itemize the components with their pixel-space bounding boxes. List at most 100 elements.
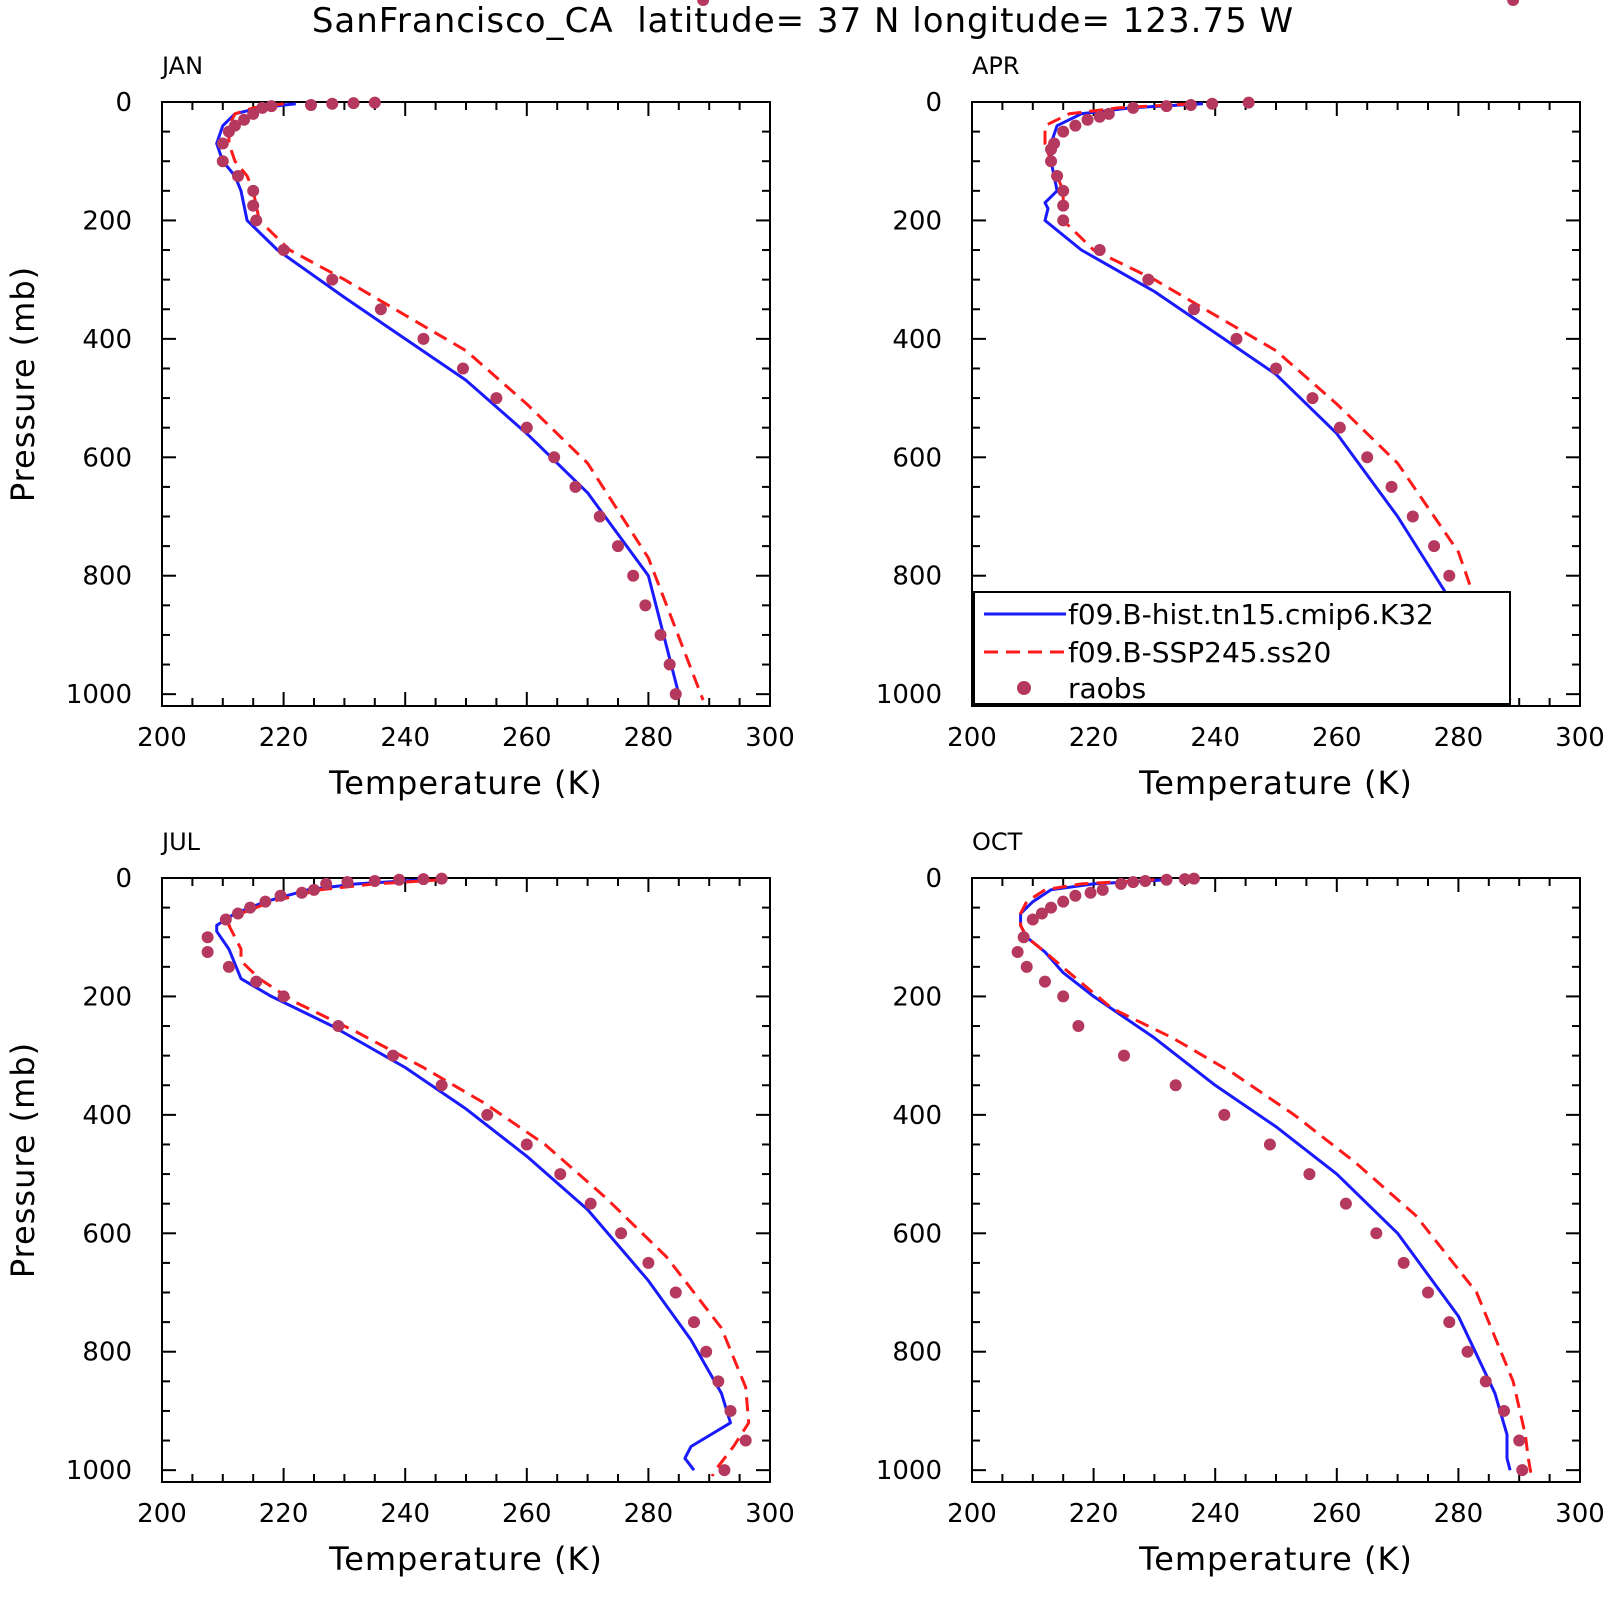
ssp245-series-line <box>227 102 705 701</box>
y-tick-label: 200 <box>892 206 942 236</box>
raobs-point <box>1051 170 1064 183</box>
raobs-point <box>435 872 448 885</box>
panel-title: JAN <box>160 52 203 80</box>
x-axis-label: Temperature (K) <box>1138 1540 1413 1578</box>
x-tick-label: 260 <box>1312 723 1362 753</box>
raobs-point <box>1513 1434 1526 1447</box>
raobs-point <box>584 1197 597 1210</box>
raobs-point <box>247 199 260 212</box>
legend-swatch-raobs <box>1017 681 1031 695</box>
raobs-point <box>256 101 269 114</box>
raobs-point <box>456 362 469 375</box>
x-tick-label: 220 <box>1069 723 1119 753</box>
raobs-point <box>1057 895 1070 908</box>
panel-title: JUL <box>160 828 201 856</box>
x-tick-label: 280 <box>1434 723 1484 753</box>
raobs-point <box>1093 244 1106 257</box>
raobs-point <box>250 975 263 988</box>
hist-series-line <box>215 102 681 695</box>
raobs-point <box>1397 1256 1410 1269</box>
y-tick-label: 800 <box>82 1338 132 1368</box>
raobs-point <box>417 332 430 345</box>
x-tick-label: 240 <box>380 723 430 753</box>
raobs-point <box>1160 100 1173 113</box>
raobs-point <box>1057 199 1070 212</box>
plot-frame <box>971 877 1581 1483</box>
raobs-point <box>1169 1079 1182 1092</box>
raobs-point <box>1035 907 1048 920</box>
x-tick-label: 220 <box>259 723 309 753</box>
raobs-point <box>1069 889 1082 902</box>
plot-frame <box>161 877 771 1483</box>
raobs-point <box>520 1138 533 1151</box>
raobs-point <box>697 0 710 6</box>
raobs-point <box>1072 1020 1085 1033</box>
raobs-point <box>326 273 339 286</box>
raobs-point <box>1370 1227 1383 1240</box>
raobs-point <box>688 1316 700 1329</box>
raobs-point <box>1139 874 1152 887</box>
legend-label: f09.B-SSP245.ss20 <box>1068 636 1331 669</box>
raobs-point <box>247 184 260 197</box>
raobs-point <box>481 1108 494 1121</box>
raobs-point <box>490 392 503 405</box>
raobs-point <box>201 946 214 959</box>
raobs-point <box>1242 96 1255 109</box>
raobs-point <box>435 1079 448 1092</box>
raobs-point <box>417 873 430 886</box>
y-tick-label: 200 <box>892 982 942 1012</box>
legend-label: raobs <box>1068 672 1146 705</box>
y-tick-label: 400 <box>82 325 132 355</box>
raobs-point <box>1045 143 1058 156</box>
raobs-point <box>615 1227 628 1240</box>
raobs-point <box>1020 960 1033 973</box>
raobs-point <box>1084 886 1097 899</box>
raobs-point <box>718 1464 731 1477</box>
raobs-point <box>274 889 287 902</box>
raobs-point <box>295 886 308 899</box>
raobs-point <box>548 451 561 464</box>
raobs-point <box>259 895 272 908</box>
raobs-point <box>1443 569 1456 582</box>
raobs-point <box>669 688 682 701</box>
raobs-point <box>238 113 251 126</box>
x-tick-label: 240 <box>380 1499 430 1529</box>
x-tick-label: 200 <box>137 723 187 753</box>
raobs-point <box>368 96 381 109</box>
x-tick-label: 260 <box>502 723 552 753</box>
y-tick-label: 200 <box>82 982 132 1012</box>
raobs-point <box>1093 110 1106 123</box>
raobs-point <box>1333 421 1346 434</box>
ssp245-series-line <box>227 878 751 1477</box>
raobs-point <box>593 510 606 523</box>
raobs-point <box>222 960 235 973</box>
x-tick-label: 240 <box>1190 723 1240 753</box>
x-tick-label: 220 <box>1069 1499 1119 1529</box>
raobs-point <box>569 480 582 493</box>
raobs-point <box>232 170 244 183</box>
hist-series-line <box>215 878 732 1472</box>
y-tick-label: 800 <box>892 562 942 592</box>
raobs-point <box>320 877 333 890</box>
raobs-point <box>374 303 387 316</box>
raobs-point <box>612 540 624 553</box>
y-tick-label: 1000 <box>66 1456 132 1486</box>
raobs-point <box>232 907 244 920</box>
raobs-point <box>1045 155 1058 168</box>
hist-series-line <box>1043 102 1491 695</box>
y-tick-label: 0 <box>115 864 132 894</box>
raobs-point <box>1057 990 1070 1003</box>
raobs-point <box>1081 113 1094 126</box>
raobs-point <box>341 876 354 889</box>
raobs-point <box>393 873 406 886</box>
raobs-point <box>1479 1375 1492 1388</box>
raobs-point <box>739 1434 752 1447</box>
raobs-point <box>642 1256 655 1269</box>
raobs-point <box>1507 0 1520 6</box>
y-tick-label: 1000 <box>876 1456 942 1486</box>
raobs-point <box>1303 1168 1316 1181</box>
panel-apr: 200 220 240 260 280 300 0 200 400 600 800 1000 APR Te… <box>876 52 1605 802</box>
raobs-point <box>250 214 263 227</box>
raobs-point <box>1516 1464 1529 1477</box>
raobs-point <box>712 1375 725 1388</box>
